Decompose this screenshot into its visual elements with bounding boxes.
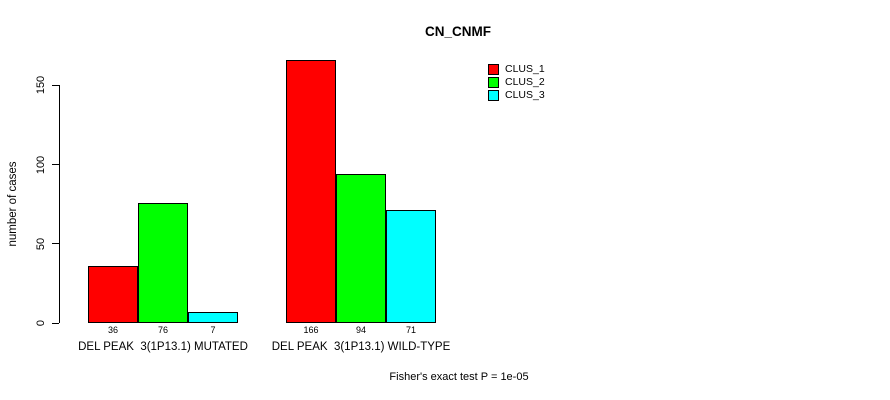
y-tick-label: 0 [35, 319, 47, 327]
chart-title: CN_CNMF [425, 24, 491, 39]
legend-swatch-icon [488, 76, 499, 88]
y-tick-label: 150 [35, 76, 47, 95]
bar-clus-1-g2 [286, 59, 336, 323]
y-tick-label: 50 [35, 237, 47, 250]
bar-clus-2-g2 [336, 174, 386, 323]
x-category-label: DEL PEAK 3(1P13.1) WILD-TYPE [271, 341, 451, 353]
y-tick-mark [52, 164, 59, 165]
legend-label: CLUS_2 [505, 76, 545, 88]
bar-clus-3-g1 [188, 311, 238, 323]
legend-item-clus-1: CLUS_1 [488, 63, 545, 75]
bar-value-label: 94 [355, 325, 367, 335]
annotation-text: Fisher's exact test P = 1e-05 [389, 371, 529, 383]
legend-label: CLUS_3 [505, 89, 545, 101]
legend-swatch-icon [488, 63, 499, 75]
bar-value-label: 36 [107, 325, 119, 335]
bar-value-label: 71 [405, 325, 417, 335]
legend-label: CLUS_1 [505, 63, 545, 75]
bar-value-label: 166 [303, 325, 319, 335]
bar-value-label: 76 [157, 325, 169, 335]
bar-clus-2-g1 [138, 202, 188, 324]
legend-item-clus-2: CLUS_2 [488, 76, 545, 88]
bar-clus-1-g1 [88, 265, 138, 324]
legend-item-clus-3: CLUS_3 [488, 89, 545, 101]
y-tick-mark [52, 243, 59, 245]
legend: CLUS_1 CLUS_2 CLUS_3 [488, 63, 545, 101]
y-axis-label: number of cases [7, 161, 19, 247]
y-tick-mark [52, 84, 59, 86]
y-axis-line [59, 85, 60, 323]
y-tick-mark [52, 322, 59, 324]
x-category-label: DEL PEAK 3(1P13.1) MUTATED [78, 341, 248, 353]
y-tick-label: 100 [35, 155, 47, 174]
legend-swatch-icon [488, 89, 499, 101]
bar-clus-3-g2 [386, 210, 436, 323]
bar-value-label: 7 [210, 325, 216, 335]
